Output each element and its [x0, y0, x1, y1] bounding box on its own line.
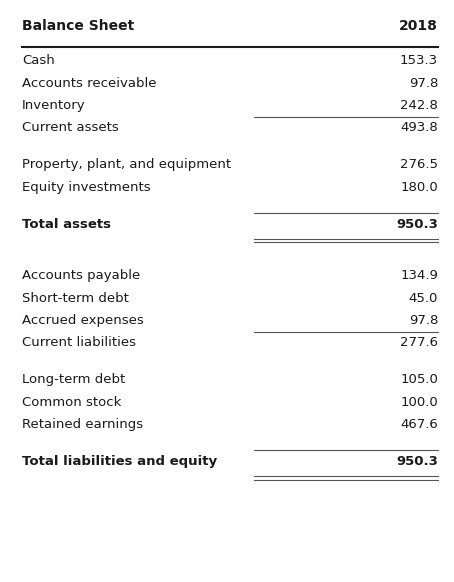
Text: 2018: 2018: [399, 19, 438, 33]
Text: Current assets: Current assets: [22, 122, 118, 134]
Text: 242.8: 242.8: [400, 99, 438, 112]
Text: Accounts receivable: Accounts receivable: [22, 77, 156, 90]
Text: Property, plant, and equipment: Property, plant, and equipment: [22, 158, 231, 171]
Text: 97.8: 97.8: [409, 77, 438, 90]
Text: Accrued expenses: Accrued expenses: [22, 314, 143, 327]
Text: 950.3: 950.3: [396, 455, 438, 468]
Text: Common stock: Common stock: [22, 396, 121, 409]
Text: Long-term debt: Long-term debt: [22, 374, 125, 386]
Text: 277.6: 277.6: [400, 336, 438, 349]
Text: 180.0: 180.0: [400, 181, 438, 194]
Text: Equity investments: Equity investments: [22, 181, 150, 194]
Text: 134.9: 134.9: [400, 269, 438, 282]
Text: Short-term debt: Short-term debt: [22, 292, 128, 304]
Text: Total liabilities and equity: Total liabilities and equity: [22, 455, 217, 468]
Text: 467.6: 467.6: [400, 418, 438, 431]
Text: Inventory: Inventory: [22, 99, 85, 112]
Text: 950.3: 950.3: [396, 218, 438, 230]
Text: Total assets: Total assets: [22, 218, 111, 230]
Text: 276.5: 276.5: [400, 158, 438, 171]
Text: Cash: Cash: [22, 54, 54, 67]
Text: 97.8: 97.8: [409, 314, 438, 327]
Text: Current liabilities: Current liabilities: [22, 336, 136, 349]
Text: 100.0: 100.0: [400, 396, 438, 409]
Text: Balance Sheet: Balance Sheet: [22, 19, 134, 33]
Text: Retained earnings: Retained earnings: [22, 418, 143, 431]
Text: 45.0: 45.0: [409, 292, 438, 304]
Text: Accounts payable: Accounts payable: [22, 269, 140, 282]
Text: 493.8: 493.8: [400, 122, 438, 134]
Text: 153.3: 153.3: [400, 54, 438, 67]
Text: 105.0: 105.0: [400, 374, 438, 386]
